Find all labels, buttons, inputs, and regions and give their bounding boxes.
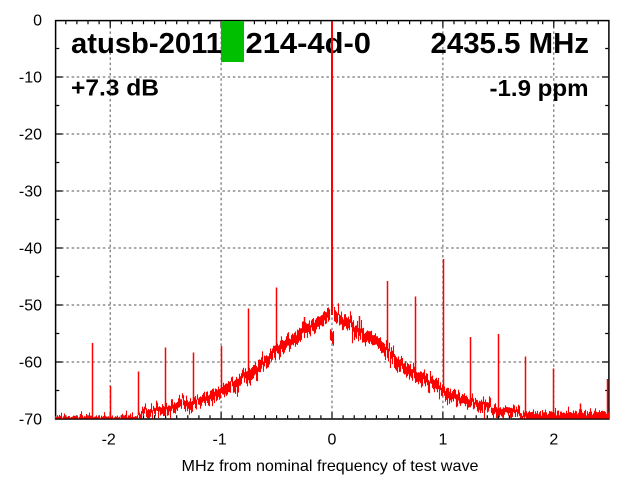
svg-text:-10: -10 <box>19 70 42 87</box>
svg-text:-70: -70 <box>19 412 42 429</box>
svg-text:+7.3 dB: +7.3 dB <box>71 75 159 101</box>
svg-text:0: 0 <box>328 432 337 449</box>
svg-text:-30: -30 <box>19 184 42 201</box>
svg-text:214-4d-0: 214-4d-0 <box>246 28 372 60</box>
svg-text:-1.9 ppm: -1.9 ppm <box>490 75 589 101</box>
svg-text:2435.5 MHz: 2435.5 MHz <box>431 28 590 60</box>
svg-text:-40: -40 <box>19 241 42 258</box>
svg-text:MHz from nominal frequency of: MHz from nominal frequency of test wave <box>182 458 479 475</box>
svg-text:1: 1 <box>438 432 447 449</box>
svg-text:atusb-2011: atusb-2011 <box>71 28 222 60</box>
svg-text:-1: -1 <box>212 432 226 449</box>
svg-text:-20: -20 <box>19 127 42 144</box>
svg-text:-60: -60 <box>19 355 42 372</box>
svg-text:2: 2 <box>549 432 558 449</box>
svg-text:-50: -50 <box>19 298 42 315</box>
svg-text:0: 0 <box>33 13 42 30</box>
svg-text:-2: -2 <box>102 432 116 449</box>
